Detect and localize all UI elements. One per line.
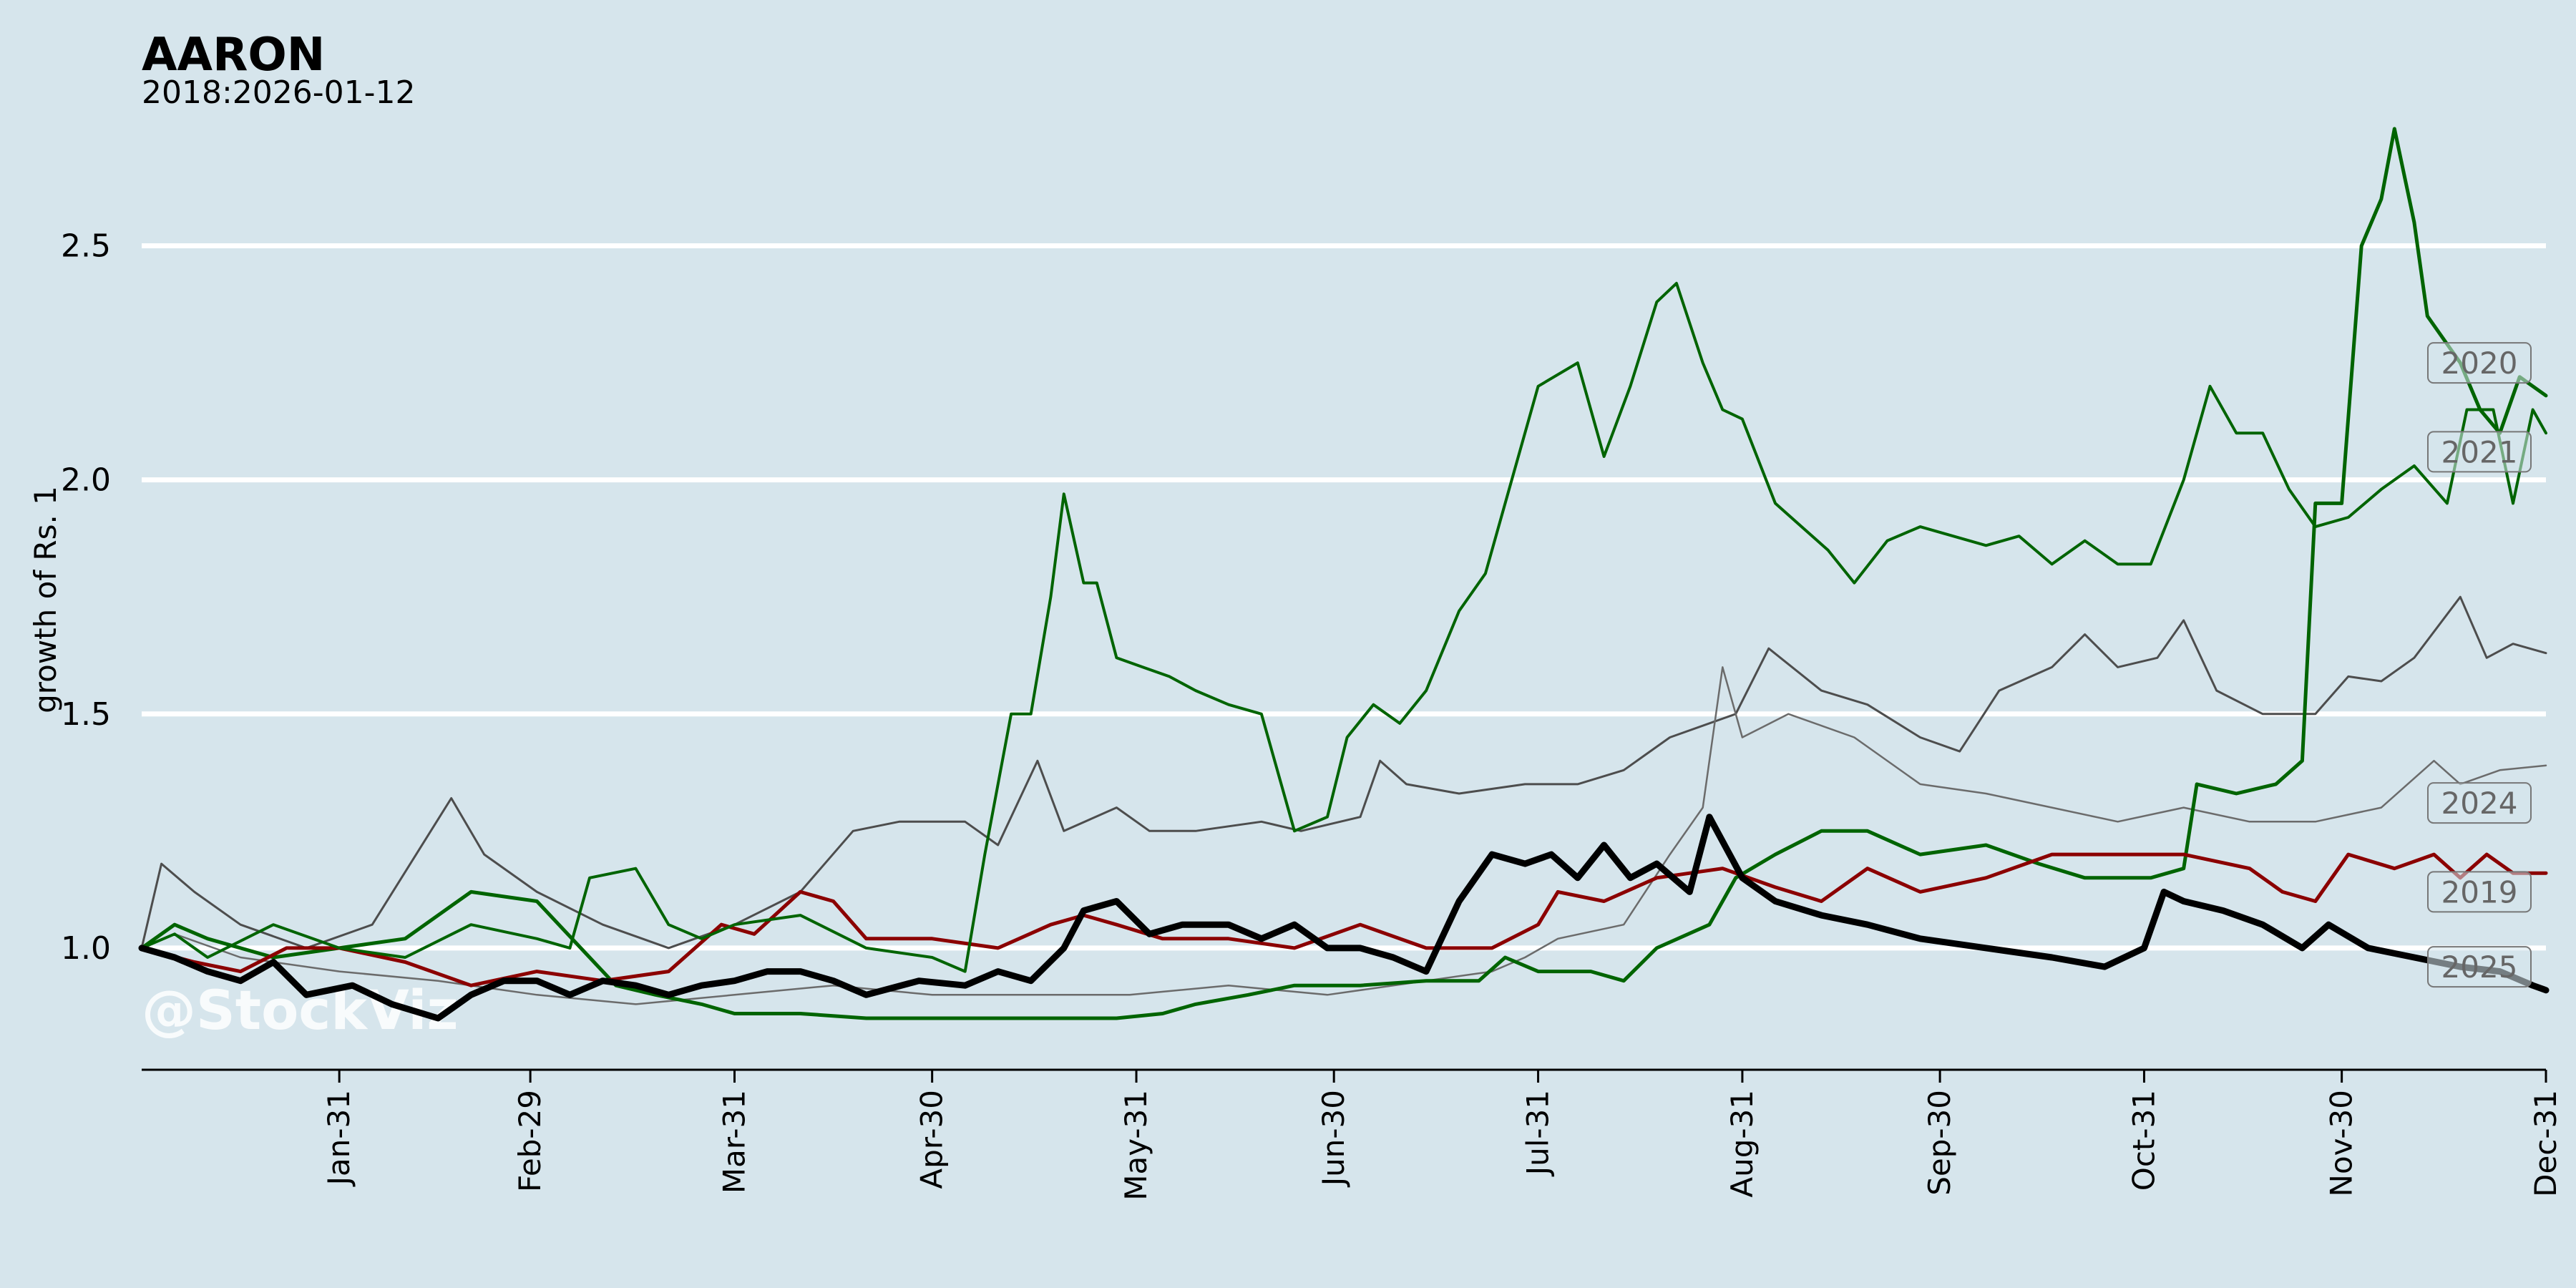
- x-tick-label: May-31: [1118, 1090, 1153, 1201]
- x-tick-label: Dec-31: [2528, 1090, 2563, 1197]
- series-line-2020: [140, 127, 2548, 1020]
- x-tick-label: Sep-30: [1922, 1090, 1957, 1196]
- x-tick-label: Aug-31: [1724, 1090, 1760, 1198]
- series-label-text: 2020: [2441, 346, 2518, 381]
- x-tick-label: Mar-31: [716, 1090, 751, 1194]
- chart-subtitle: 2018:2026-01-12: [142, 74, 416, 111]
- y-tick-label: 2.5: [61, 228, 111, 265]
- series-line-2025: [138, 814, 2550, 1022]
- x-axis: Jan-31 Feb-29 Mar-31 Apr-30 May-31 Jun-30 Jul-…: [142, 1068, 2563, 1201]
- series-label-text: 2021: [2441, 434, 2518, 469]
- x-tick-label: Jan-31: [321, 1090, 356, 1187]
- series-label-2024: 2024: [2427, 782, 2532, 824]
- series-line-2019: [140, 852, 2548, 987]
- y-tick-label: 1.0: [61, 930, 111, 967]
- series-label-2020: 2020: [2427, 342, 2532, 384]
- series-lines: [138, 127, 2550, 1022]
- x-tick-label: Oct-31: [2126, 1090, 2161, 1191]
- series-line-2021: [140, 595, 2547, 950]
- series-line-2024: [140, 666, 2547, 1005]
- y-tick-labels: 1.0 1.5 2.0 2.5: [61, 228, 111, 967]
- x-tick-label: Apr-30: [914, 1090, 950, 1189]
- series-label-2019: 2019: [2427, 871, 2532, 913]
- chart-title: AARON: [142, 29, 326, 82]
- series-label-text: 2025: [2441, 950, 2518, 985]
- series-label-text: 2019: [2441, 874, 2518, 909]
- y-tick-label: 1.5: [61, 696, 111, 733]
- x-tick-label: Jul-31: [1521, 1090, 1556, 1177]
- series-line-2021b: [140, 281, 2547, 973]
- x-tick-label: Jun-30: [1316, 1090, 1351, 1188]
- y-axis-label: growth of Rs. 1: [28, 486, 63, 713]
- x-tick-label: Feb-29: [512, 1090, 547, 1192]
- y-tick-label: 2.0: [61, 462, 111, 499]
- series-label-2021: 2021: [2427, 431, 2532, 473]
- series-labels: 2020 2021 2024 2019 2025: [2427, 342, 2532, 988]
- x-tick-label: Nov-30: [2324, 1090, 2359, 1196]
- series-label-text: 2024: [2441, 786, 2518, 821]
- series-label-2025: 2025: [2427, 946, 2532, 988]
- gridlines: [142, 243, 2546, 951]
